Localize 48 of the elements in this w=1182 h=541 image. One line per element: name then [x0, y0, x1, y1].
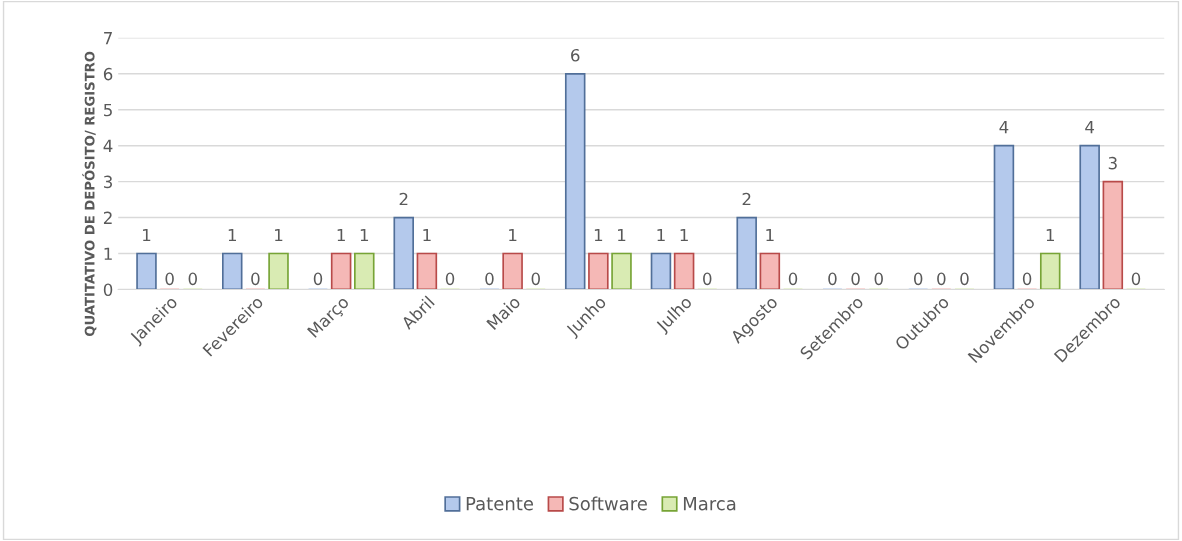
data-label: 0	[313, 272, 323, 286]
data-label: 0	[188, 272, 197, 286]
y-tick-label: 0	[103, 283, 113, 296]
data-label: 1	[1046, 228, 1054, 242]
y-tick-label: 7	[104, 32, 112, 45]
data-label: 0	[703, 272, 712, 286]
data-label: 3	[1108, 156, 1117, 170]
data-label: 0	[165, 272, 174, 286]
data-label: 0	[788, 272, 798, 286]
legend-label: Patente	[466, 497, 534, 511]
data-label: 0	[445, 272, 455, 286]
data-label: 1	[680, 228, 688, 242]
data-label: 1	[618, 228, 626, 242]
data-label: 4	[999, 121, 1009, 134]
y-tick-label: 2	[103, 211, 112, 224]
data-label: 4	[1085, 121, 1095, 134]
y-tick-label: 5	[104, 103, 112, 117]
data-label: 0	[251, 272, 260, 286]
data-label: 0	[960, 272, 969, 286]
data-label: 0	[874, 272, 883, 286]
y-tick-label: 3	[104, 175, 112, 189]
data-label: 1	[275, 228, 283, 242]
data-label: 1	[766, 228, 774, 242]
data-label: 1	[228, 228, 236, 242]
data-label: 1	[360, 228, 369, 242]
data-label: 0	[937, 272, 946, 286]
legend-label: Software	[569, 496, 647, 511]
data-label: 0	[531, 272, 540, 286]
data-label: 6	[571, 48, 580, 62]
data-label: 1	[509, 228, 517, 242]
y-tick-label: 6	[103, 67, 113, 81]
data-label: 0	[485, 272, 494, 286]
y-tick-label: 1	[104, 247, 112, 260]
data-label: 1	[423, 228, 431, 242]
data-label: 0	[1022, 272, 1032, 286]
data-label: 1	[657, 228, 665, 242]
data-label: 0	[828, 272, 837, 286]
data-label: 1	[337, 228, 345, 242]
legend-label: Marca	[683, 497, 736, 511]
data-label: 0	[851, 272, 860, 286]
y-tick-label: 4	[103, 139, 113, 153]
data-label: 0	[1131, 272, 1141, 286]
data-label: 1	[143, 228, 151, 242]
data-label: 1	[594, 228, 603, 242]
data-label: 2	[399, 192, 408, 206]
y-axis-title: QUATITATIVO DE DEPÓSITO/ REGISTRO	[82, 51, 97, 337]
data-label: 2	[742, 192, 751, 206]
data-label: 0	[913, 272, 923, 286]
